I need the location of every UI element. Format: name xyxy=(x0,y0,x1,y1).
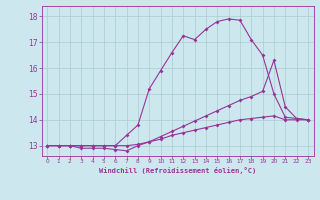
X-axis label: Windchill (Refroidissement éolien,°C): Windchill (Refroidissement éolien,°C) xyxy=(99,167,256,174)
